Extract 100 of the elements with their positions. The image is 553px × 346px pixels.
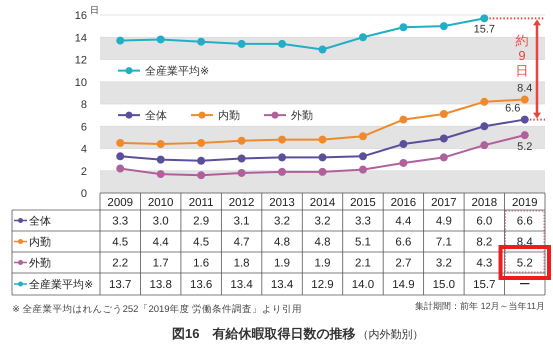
data-label: 13.4 [270,279,294,291]
data-label: 6.0 [476,216,492,228]
y-tick-label: 4 [80,144,87,156]
x-tick-label: 2009 [107,197,134,209]
point [399,140,408,148]
point [238,40,246,48]
data-label: 3.3 [112,216,128,228]
point [278,40,286,48]
x-tick-label: 2019 [512,197,538,209]
y-tick-label: 14 [74,32,87,44]
point [278,136,286,144]
data-label: 4.7 [234,236,250,248]
point [197,138,206,147]
data-label: 4.5 [193,236,210,248]
point [358,33,367,42]
text: （内外勤別） [357,328,424,341]
data-label: 3.3 [354,216,371,228]
point [440,110,448,118]
x-tick-label: 2013 [269,197,295,209]
data-label: 13.8 [149,279,172,291]
point [318,136,326,144]
point [116,138,124,147]
data-label: 8.2 [476,236,492,248]
point [358,152,367,160]
data-label: 13.6 [190,279,212,291]
point [358,166,367,174]
point [440,22,448,30]
point [156,170,165,178]
y-tick-label: 0 [80,188,87,200]
point [520,96,529,104]
point [116,164,124,173]
data-label: 1.9 [314,258,330,270]
data-label: 3.1 [234,216,250,228]
point [278,168,286,176]
point [116,152,124,160]
point [480,98,488,106]
x-tick-label: 2010 [148,197,174,209]
data-label: 2.2 [112,258,128,270]
data-label: 5.2 [516,258,533,270]
text: 図16 有給休暇取得日数の推移 [172,326,356,341]
data-label: 6.6 [395,236,412,248]
annotation: 5.2 [517,141,532,154]
x-tick-label: 2016 [390,197,416,209]
point [399,23,408,32]
y-tick-label: 8 [80,99,87,111]
data-label: 4.4 [152,236,170,248]
annotation: 6.6 [505,102,520,115]
legend-label: 外勤 [291,109,313,122]
y-tick-label: 16 [74,10,87,22]
data-label: 1.7 [152,258,169,270]
point [156,35,165,44]
data-label: 1.8 [234,258,250,270]
point [318,168,326,176]
x-tick-label: 2012 [228,197,254,209]
y-tick-label: 12 [74,54,87,66]
point [197,38,206,46]
data-label: 4.8 [274,236,290,248]
annotation: 15.7 [474,23,496,36]
point [480,122,488,130]
point [278,153,286,162]
data-label: 15.0 [432,279,456,291]
legend-label: 内勤 [218,109,240,122]
data-label: 4.5 [112,236,128,248]
text: ※ 全産業平均はれんごう252「2019年度 労働条件調査」より引用 [12,303,302,315]
y-tick-label: 2 [80,166,87,178]
text: ー [518,279,531,291]
point [399,116,408,124]
x-tick-label: 2014 [310,197,336,209]
x-tick-label: 2017 [431,197,457,209]
point [440,134,448,142]
data-label: 3.2 [436,258,452,270]
point [358,132,367,140]
y-axis-title: 日 [90,5,99,15]
text: 全体 [29,216,51,228]
point [480,141,488,150]
point [197,171,206,180]
point [318,153,326,162]
text: 全産業平均※ [29,279,94,291]
data-label: 1.6 [193,258,210,270]
data-label: 2.9 [193,216,210,228]
point [238,154,246,163]
annotation: 約9日 [516,32,528,78]
annotation: 8.4 [517,82,532,95]
point [440,153,448,162]
point [399,158,408,167]
y-tick-label: 10 [74,76,87,89]
y-tick-label: 6 [80,121,87,134]
text: 外勤 [29,258,51,270]
point [116,36,124,45]
data-label: 14.9 [392,279,415,291]
data-label: 12.9 [311,279,334,291]
data-label: 4.8 [314,236,330,248]
data-label: 4.4 [395,216,412,228]
data-label: 1.9 [274,258,290,270]
data-label: 4.3 [476,258,492,270]
data-label: 4.9 [436,216,452,228]
data-label: 2.7 [395,258,412,270]
point [238,136,246,145]
data-label: 6.6 [516,216,533,228]
point [520,116,529,124]
